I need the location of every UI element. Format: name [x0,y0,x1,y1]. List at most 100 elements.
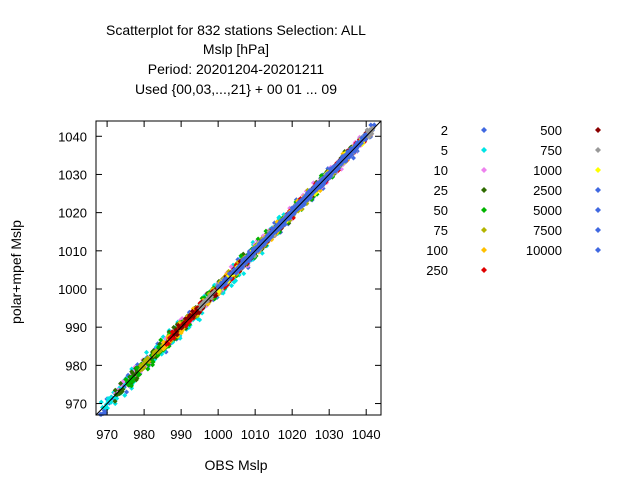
legend-marker [595,227,601,233]
legend-entry: 2 [441,123,487,138]
data-point [138,363,144,369]
legend-label: 250 [426,263,448,278]
plot-frame [95,120,382,416]
data-point [369,128,375,134]
legend-label: 5 [441,143,448,158]
data-point [174,332,180,338]
data-point [122,392,128,398]
data-point [216,289,222,295]
legend-label: 100 [426,243,448,258]
legend-label: 25 [434,183,448,198]
x-tick-label: 980 [133,427,155,442]
data-point [123,377,129,383]
y-tick-label: 1030 [58,167,87,182]
legend-label: 500 [540,123,562,138]
data-point [112,398,118,404]
data-point [348,151,354,157]
chart-title: Scatterplot for 832 stations Selection: … [106,22,366,97]
legend-entry: 5 [441,143,487,158]
data-point [271,227,277,233]
data-point [294,204,300,210]
x-tick-label: 1010 [241,427,270,442]
data-point [155,352,161,358]
legend-entry: 7500 [533,223,601,238]
data-point [351,145,357,151]
data-point [350,155,356,161]
legend-marker [481,227,487,233]
y-tick-label: 1040 [58,129,87,144]
data-point [118,380,124,386]
legend-label: 2500 [533,183,562,198]
data-point [278,223,284,229]
x-tick-label: 1000 [204,427,233,442]
y-tick-label: 1010 [58,244,87,259]
legend: 2510255075100250500750100025005000750010… [426,123,601,278]
data-point [235,267,241,273]
data-point [151,351,157,357]
legend-marker [595,127,601,133]
legend-label: 10 [434,163,448,178]
title-line-3: Period: 20201204-20201211 [148,61,325,77]
legend-marker [481,167,487,173]
x-tick-label: 1020 [278,427,307,442]
legend-marker [481,267,487,273]
y-tick-label: 1020 [58,206,87,221]
x-axis-label: OBS Mslp [204,457,267,473]
legend-label: 1000 [533,163,562,178]
data-point [127,379,133,385]
title-line-2: Mslp [hPa] [203,41,269,57]
data-point [363,132,369,138]
data-point [178,330,184,336]
data-point [327,172,333,178]
data-point [143,349,149,355]
y-tick-label: 990 [65,320,87,335]
legend-marker [595,187,601,193]
data-point [367,133,373,139]
data-point [150,362,156,368]
legend-marker [481,147,487,153]
legend-entry: 750 [540,143,601,158]
data-point [247,252,253,258]
legend-entry: 100 [426,243,487,258]
data-point [241,271,247,277]
data-point [263,228,269,234]
x-tick-label: 990 [170,427,192,442]
legend-marker [481,187,487,193]
legend-entry: 2500 [533,183,601,198]
legend-label: 5000 [533,203,562,218]
legend-entry: 10000 [526,243,601,258]
data-point [124,389,130,395]
data-point [359,136,365,142]
data-point [189,308,195,314]
x-tick-label: 970 [96,427,118,442]
data-point [169,329,175,335]
y-axis-label: polar+mpef Mslp [8,220,24,324]
data-point [305,194,311,200]
legend-marker [481,247,487,253]
legend-marker [595,207,601,213]
legend-entry: 1000 [533,163,601,178]
title-line-1: Scatterplot for 832 stations Selection: … [106,22,366,38]
data-point [158,337,164,343]
legend-marker [481,127,487,133]
legend-marker [595,247,601,253]
data-point [255,248,261,254]
data-point [118,389,124,395]
data-point [179,324,185,330]
data-point [279,219,285,225]
legend-entry: 500 [540,123,601,138]
legend-label: 50 [434,203,448,218]
data-point [194,309,200,315]
identity-line [95,120,382,416]
legend-entry: 250 [426,263,487,278]
data-point [141,365,147,371]
data-point [238,253,244,259]
data-point [252,249,258,255]
legend-label: 7500 [533,223,562,238]
data-point [213,293,219,299]
legend-entry: 5000 [533,203,601,218]
data-point [322,175,328,181]
data-point [161,346,167,352]
data-point [134,365,140,371]
